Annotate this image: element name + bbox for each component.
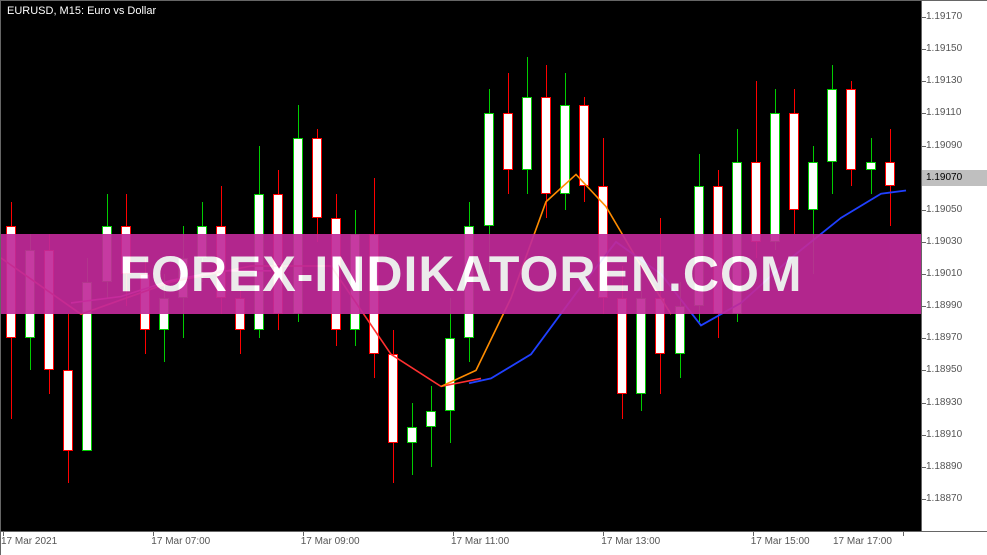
y-label: 1.19130 <box>926 75 962 86</box>
x-label: 17 Mar 17:00 <box>833 536 892 547</box>
candle-body <box>885 162 895 186</box>
y-label: 1.18930 <box>926 397 962 408</box>
chart-frame: EURUSD, M15: Euro vs Dollar FOREX-INDIKA… <box>0 0 987 555</box>
y-label: 1.18990 <box>926 300 962 311</box>
candle-body <box>866 162 876 170</box>
candle-body <box>770 113 780 241</box>
y-label: 1.18950 <box>926 364 962 375</box>
x-axis: 17 Mar 2021 17 Mar 07:00 17 Mar 09:00 17 Ma… <box>1 531 987 555</box>
y-label: 1.19010 <box>926 268 962 279</box>
y-label: 1.18970 <box>926 332 962 343</box>
candle-body <box>789 113 799 209</box>
candle-body <box>445 338 455 410</box>
x-label: 17 Mar 2021 <box>1 536 57 547</box>
candle-body <box>503 113 513 169</box>
y-label: 1.19150 <box>926 43 962 54</box>
candle-body <box>522 97 532 169</box>
watermark-text: FOREX-INDIKATOREN.COM <box>119 245 802 303</box>
y-label: 1.19090 <box>926 140 962 151</box>
last-price-tag: 1.19070 <box>922 170 987 186</box>
y-label: 1.18910 <box>926 429 962 440</box>
candle-body <box>827 89 837 161</box>
candle-body <box>846 89 856 169</box>
chart-plot-area[interactable]: EURUSD, M15: Euro vs Dollar FOREX-INDIKA… <box>1 1 921 531</box>
y-label: 1.19050 <box>926 204 962 215</box>
y-axis: 1.18870 1.18890 1.18910 1.18930 1.18950 1.189… <box>921 1 987 531</box>
y-label: 1.18890 <box>926 461 962 472</box>
candle-body <box>751 162 761 242</box>
x-label: 17 Mar 15:00 <box>751 536 810 547</box>
chart-title: EURUSD, M15: Euro vs Dollar <box>7 5 156 17</box>
watermark-band: FOREX-INDIKATOREN.COM <box>1 234 921 314</box>
candle-body <box>312 138 322 218</box>
candle-body <box>579 105 589 185</box>
y-label: 1.19170 <box>926 11 962 22</box>
y-label: 1.18870 <box>926 493 962 504</box>
candle-body <box>63 370 73 450</box>
x-label: 17 Mar 11:00 <box>451 536 509 547</box>
x-label: 17 Mar 07:00 <box>151 536 210 547</box>
candle-body <box>426 411 436 427</box>
x-label: 17 Mar 13:00 <box>601 536 660 547</box>
candle-body <box>388 354 398 442</box>
candle-body <box>560 105 570 193</box>
x-label: 17 Mar 09:00 <box>301 536 360 547</box>
x-tick <box>903 532 904 536</box>
candle-body <box>484 113 494 225</box>
y-label: 1.19110 <box>926 107 961 118</box>
candle-body <box>808 162 818 210</box>
candle-body <box>541 97 551 193</box>
candle-body <box>407 427 417 443</box>
y-label: 1.19030 <box>926 236 962 247</box>
candle-wick <box>431 386 432 466</box>
